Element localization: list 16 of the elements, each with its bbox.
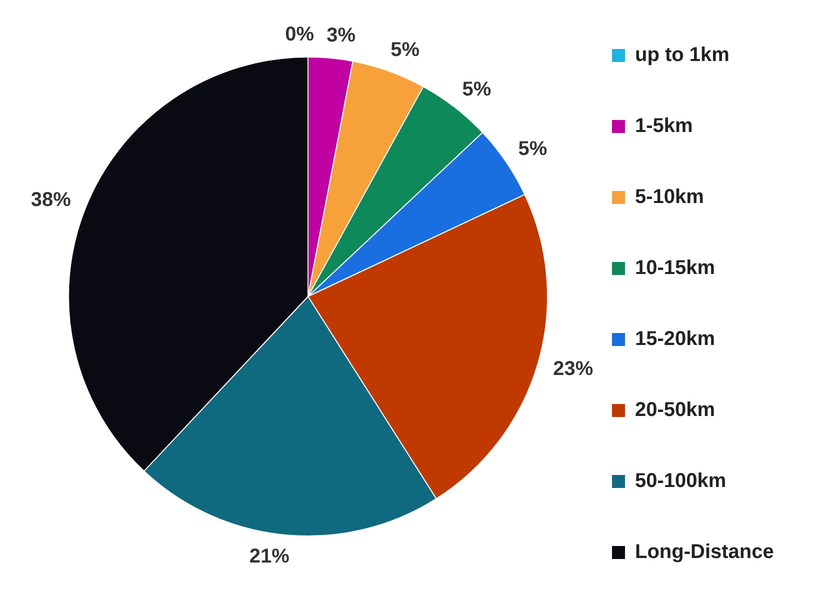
- data-label: 21%: [249, 545, 290, 568]
- legend-label: 5-10km: [635, 186, 704, 209]
- data-label: 5%: [390, 38, 420, 61]
- text: 0%: [285, 24, 314, 46]
- legend-label: 20-50km: [635, 399, 716, 422]
- legend-label: 10-15km: [635, 257, 716, 280]
- legend-label: up to 1km: [635, 44, 730, 67]
- legend-label: 1-5km: [635, 115, 693, 138]
- data-label: 23%: [553, 358, 594, 380]
- data-label: 5%: [462, 78, 492, 100]
- legend-label: 50-100km: [635, 470, 726, 493]
- legend-label: Long-Distance: [635, 541, 774, 564]
- data-label: 5%: [518, 138, 548, 160]
- data-label: 3%: [326, 24, 356, 47]
- legend-label: 15-20km: [635, 328, 716, 351]
- data-label: 38%: [30, 188, 72, 211]
